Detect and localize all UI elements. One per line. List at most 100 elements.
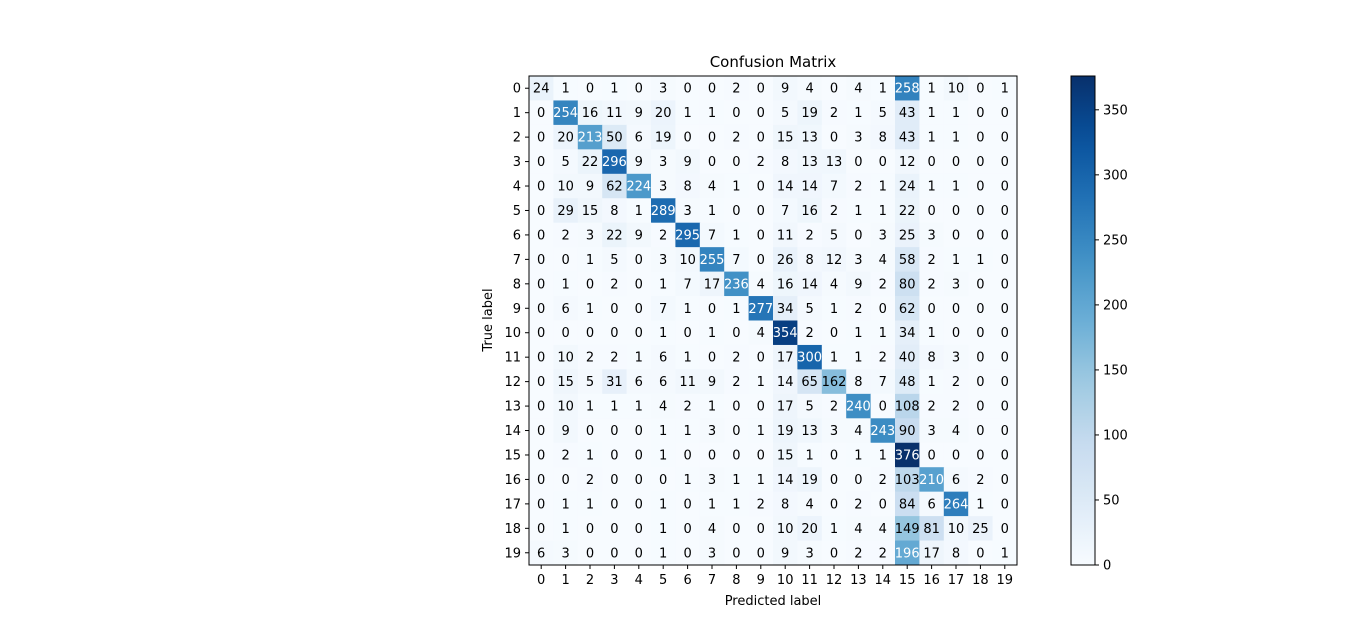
cell-value-label: 1: [976, 497, 984, 512]
heatmap-cell: [651, 124, 676, 150]
heatmap-cell: [651, 491, 676, 517]
cell-value-label: 0: [610, 497, 618, 512]
cell-value-label: 2: [561, 228, 569, 243]
cell-value-label: 0: [635, 497, 643, 512]
heatmap-cell: [724, 76, 750, 101]
heatmap-cell: [675, 222, 701, 248]
heatmap-cell: [577, 247, 603, 273]
heatmap-cell: [724, 247, 750, 273]
heatmap-cell: [919, 344, 945, 370]
cell-value-label: 2: [757, 497, 765, 512]
heatmap-cell: [748, 247, 774, 273]
cell-value-label: 13: [826, 155, 843, 170]
y-tick-label: 7: [513, 253, 521, 268]
cell-value-label: 4: [952, 424, 960, 439]
heatmap-cell: [992, 149, 1018, 175]
heatmap-cell: [724, 442, 750, 468]
cell-value-label: 0: [561, 253, 569, 268]
cell-value-label: 8: [854, 375, 862, 390]
heatmap-cell: [602, 247, 628, 273]
heatmap-cell: [553, 393, 579, 419]
cell-value-label: 8: [683, 180, 691, 195]
heatmap-cell: [870, 344, 896, 370]
heatmap-cell: [724, 149, 750, 175]
heatmap-cell: [529, 369, 554, 395]
x-tick-label: 7: [708, 573, 716, 588]
heatmap-cell: [821, 540, 847, 566]
heatmap-cell: [870, 516, 896, 542]
cell-value-label: 3: [659, 155, 667, 170]
y-tick-label: 6: [513, 228, 521, 243]
heatmap-cell: [821, 320, 847, 346]
cell-value-label: 3: [561, 546, 569, 561]
heatmap-cell: [577, 296, 603, 321]
cell-value-label: 0: [537, 155, 545, 170]
heatmap-cell: [675, 344, 701, 370]
heatmap-cell: [626, 369, 652, 395]
cell-value-label: 7: [781, 204, 789, 219]
cell-value-label: 1: [879, 82, 887, 97]
cell-value-label: 224: [626, 180, 651, 195]
cell-value-label: 4: [879, 253, 887, 268]
heatmap-cell: [846, 344, 872, 370]
heatmap-cell: [699, 369, 725, 395]
heatmap-cell: [846, 320, 872, 346]
cell-value-label: 0: [976, 400, 984, 415]
cell-value-label: 0: [537, 228, 545, 243]
heatmap-cell: [821, 247, 847, 273]
cell-value-label: 12: [826, 253, 843, 268]
heatmap-cell: [968, 344, 994, 370]
heatmap-cell: [846, 124, 872, 150]
heatmap-cell: [553, 173, 579, 199]
cell-value-label: 15: [777, 131, 794, 146]
cell-value-label: 0: [1001, 131, 1009, 146]
heatmap-cell: [870, 296, 896, 321]
heatmap-cell: [919, 149, 945, 175]
heatmap-cell: [626, 393, 652, 419]
heatmap-cell: [895, 100, 920, 126]
cell-value-label: 17: [777, 400, 794, 415]
heatmap-cell: [626, 100, 652, 126]
heatmap-cell: [919, 247, 945, 273]
cell-value-label: 1: [659, 522, 667, 537]
cell-value-label: 0: [1001, 448, 1009, 463]
cell-value-label: 1: [830, 302, 838, 317]
cell-value-label: 10: [557, 180, 574, 195]
cell-value-label: 81: [923, 522, 940, 537]
cell-value-label: 20: [801, 522, 818, 537]
heatmap-cell: [626, 149, 652, 175]
heatmap-cell: [846, 393, 872, 419]
cell-value-label: 0: [879, 400, 887, 415]
cell-value-label: 0: [537, 106, 545, 121]
cell-value-label: 0: [537, 473, 545, 488]
heatmap-cell: [821, 124, 847, 150]
heatmap-cell: [821, 369, 847, 395]
cell-value-label: 0: [854, 473, 862, 488]
heatmap-cell: [797, 198, 823, 224]
x-tick-label: 13: [850, 573, 867, 588]
cell-value-label: 0: [537, 375, 545, 390]
heatmap-cell: [651, 516, 676, 542]
y-tick-label: 15: [504, 448, 521, 463]
heatmap-cell: [651, 198, 676, 224]
cell-value-label: 0: [1001, 326, 1009, 341]
cell-value-label: 2: [732, 131, 740, 146]
heatmap-cell: [992, 516, 1018, 542]
cell-value-label: 2: [927, 277, 935, 292]
cell-value-label: 1: [610, 400, 618, 415]
cell-value-label: 0: [1001, 228, 1009, 243]
cell-value-label: 8: [610, 204, 618, 219]
heatmap-cell: [626, 442, 652, 468]
heatmap-cell: [699, 418, 725, 444]
cell-value-label: 1: [732, 302, 740, 317]
y-tick-label: 10: [504, 326, 521, 341]
heatmap-cell: [895, 491, 920, 517]
heatmap-cell: [992, 442, 1018, 468]
cell-value-label: 0: [976, 277, 984, 292]
heatmap-cell: [651, 320, 676, 346]
heatmap-cell: [748, 491, 774, 517]
colorbar-tick-label: 200: [1103, 298, 1128, 313]
heatmap-cell: [968, 418, 994, 444]
cell-value-label: 6: [635, 375, 643, 390]
cell-value-label: 3: [586, 228, 594, 243]
